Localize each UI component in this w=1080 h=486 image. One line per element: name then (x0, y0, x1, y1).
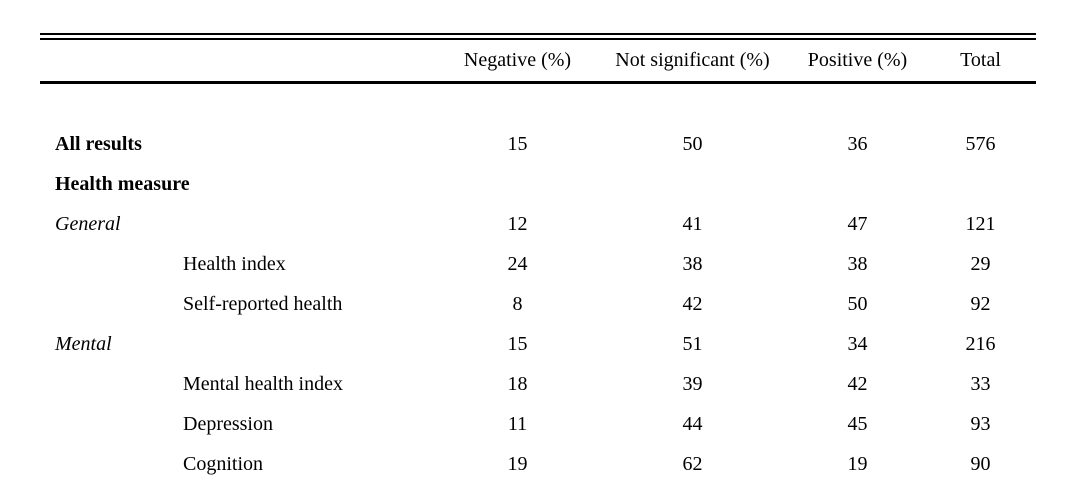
cell-value: 8 (512, 292, 523, 315)
cell-value (790, 164, 925, 204)
cell-value: 33 (970, 372, 991, 395)
cell-value: 39 (682, 372, 703, 395)
table-row: Mental health index 18 39 42 33 (40, 364, 1036, 404)
cell-value: 36 (847, 132, 868, 155)
cell-value: 41 (682, 212, 703, 235)
cell-value: 19 (847, 452, 868, 475)
cell-value: 121 (965, 212, 996, 235)
row-label: Health index (183, 252, 286, 275)
cell-value: 12 (507, 212, 528, 235)
cell-value: 45 (847, 412, 868, 435)
table-row: All results 15 50 36 576 (40, 124, 1036, 164)
cell-value: 216 (965, 332, 996, 355)
cell-value: 42 (847, 372, 868, 395)
cell-value: 62 (682, 452, 703, 475)
cell-value (925, 164, 1036, 204)
cell-value: 19 (507, 452, 528, 475)
cell-value: 50 (682, 132, 703, 155)
cell-value: 15 (507, 132, 528, 155)
table-row: Health index 24 38 38 29 (40, 244, 1036, 284)
row-label: General (55, 212, 121, 235)
cell-value: 29 (970, 252, 991, 275)
cell-value: 34 (847, 332, 868, 355)
cell-value: 42 (682, 292, 703, 315)
spacer-row (40, 83, 1036, 125)
cell-value: 38 (847, 252, 868, 275)
column-header-positive: Positive (%) (790, 40, 925, 84)
cell-value (595, 164, 790, 204)
cell-value: 18 (507, 372, 528, 395)
cell-value: 15 (507, 332, 528, 355)
table-row: Cognition 19 62 19 90 (40, 444, 1036, 484)
row-label: Mental health index (183, 372, 343, 395)
cell-value (440, 164, 595, 204)
cell-value: 93 (970, 412, 991, 435)
table-row: Mental 15 51 34 216 (40, 324, 1036, 364)
row-label: Health measure (55, 172, 190, 195)
cell-value: 576 (965, 132, 996, 155)
cell-value: 51 (682, 332, 703, 355)
column-header-total: Total (925, 40, 1036, 84)
cell-value: 50 (847, 292, 868, 315)
row-label: Depression (183, 412, 273, 435)
spacer-cell (40, 83, 1036, 125)
column-header-negative: Negative (%) (440, 40, 595, 84)
cell-value: 90 (970, 452, 991, 475)
cell-value: 92 (970, 292, 991, 315)
cell-value: 47 (847, 212, 868, 235)
top-double-rule (40, 33, 1036, 40)
table-row: Depression 11 44 45 93 (40, 404, 1036, 444)
row-label: Cognition (183, 452, 264, 475)
cell-value: 44 (682, 412, 703, 435)
row-label: Mental (55, 332, 112, 355)
table-row: Self-reported health 8 42 50 92 (40, 284, 1036, 324)
cell-value: 11 (507, 412, 528, 435)
table-row: Health measure (40, 164, 1036, 204)
header-row: Negative (%) Not significant (%) Positiv… (40, 40, 1036, 84)
row-label: Self-reported health (183, 292, 343, 315)
cell-value: 38 (682, 252, 703, 275)
cell-value: 24 (507, 252, 528, 275)
column-header-empty (40, 40, 440, 84)
table-row: General 12 41 47 121 (40, 204, 1036, 244)
results-table: Negative (%) Not significant (%) Positiv… (40, 40, 1036, 484)
paper-table: Negative (%) Not significant (%) Positiv… (40, 33, 1036, 484)
column-header-not-significant: Not significant (%) (595, 40, 790, 84)
row-label: All results (55, 132, 142, 155)
